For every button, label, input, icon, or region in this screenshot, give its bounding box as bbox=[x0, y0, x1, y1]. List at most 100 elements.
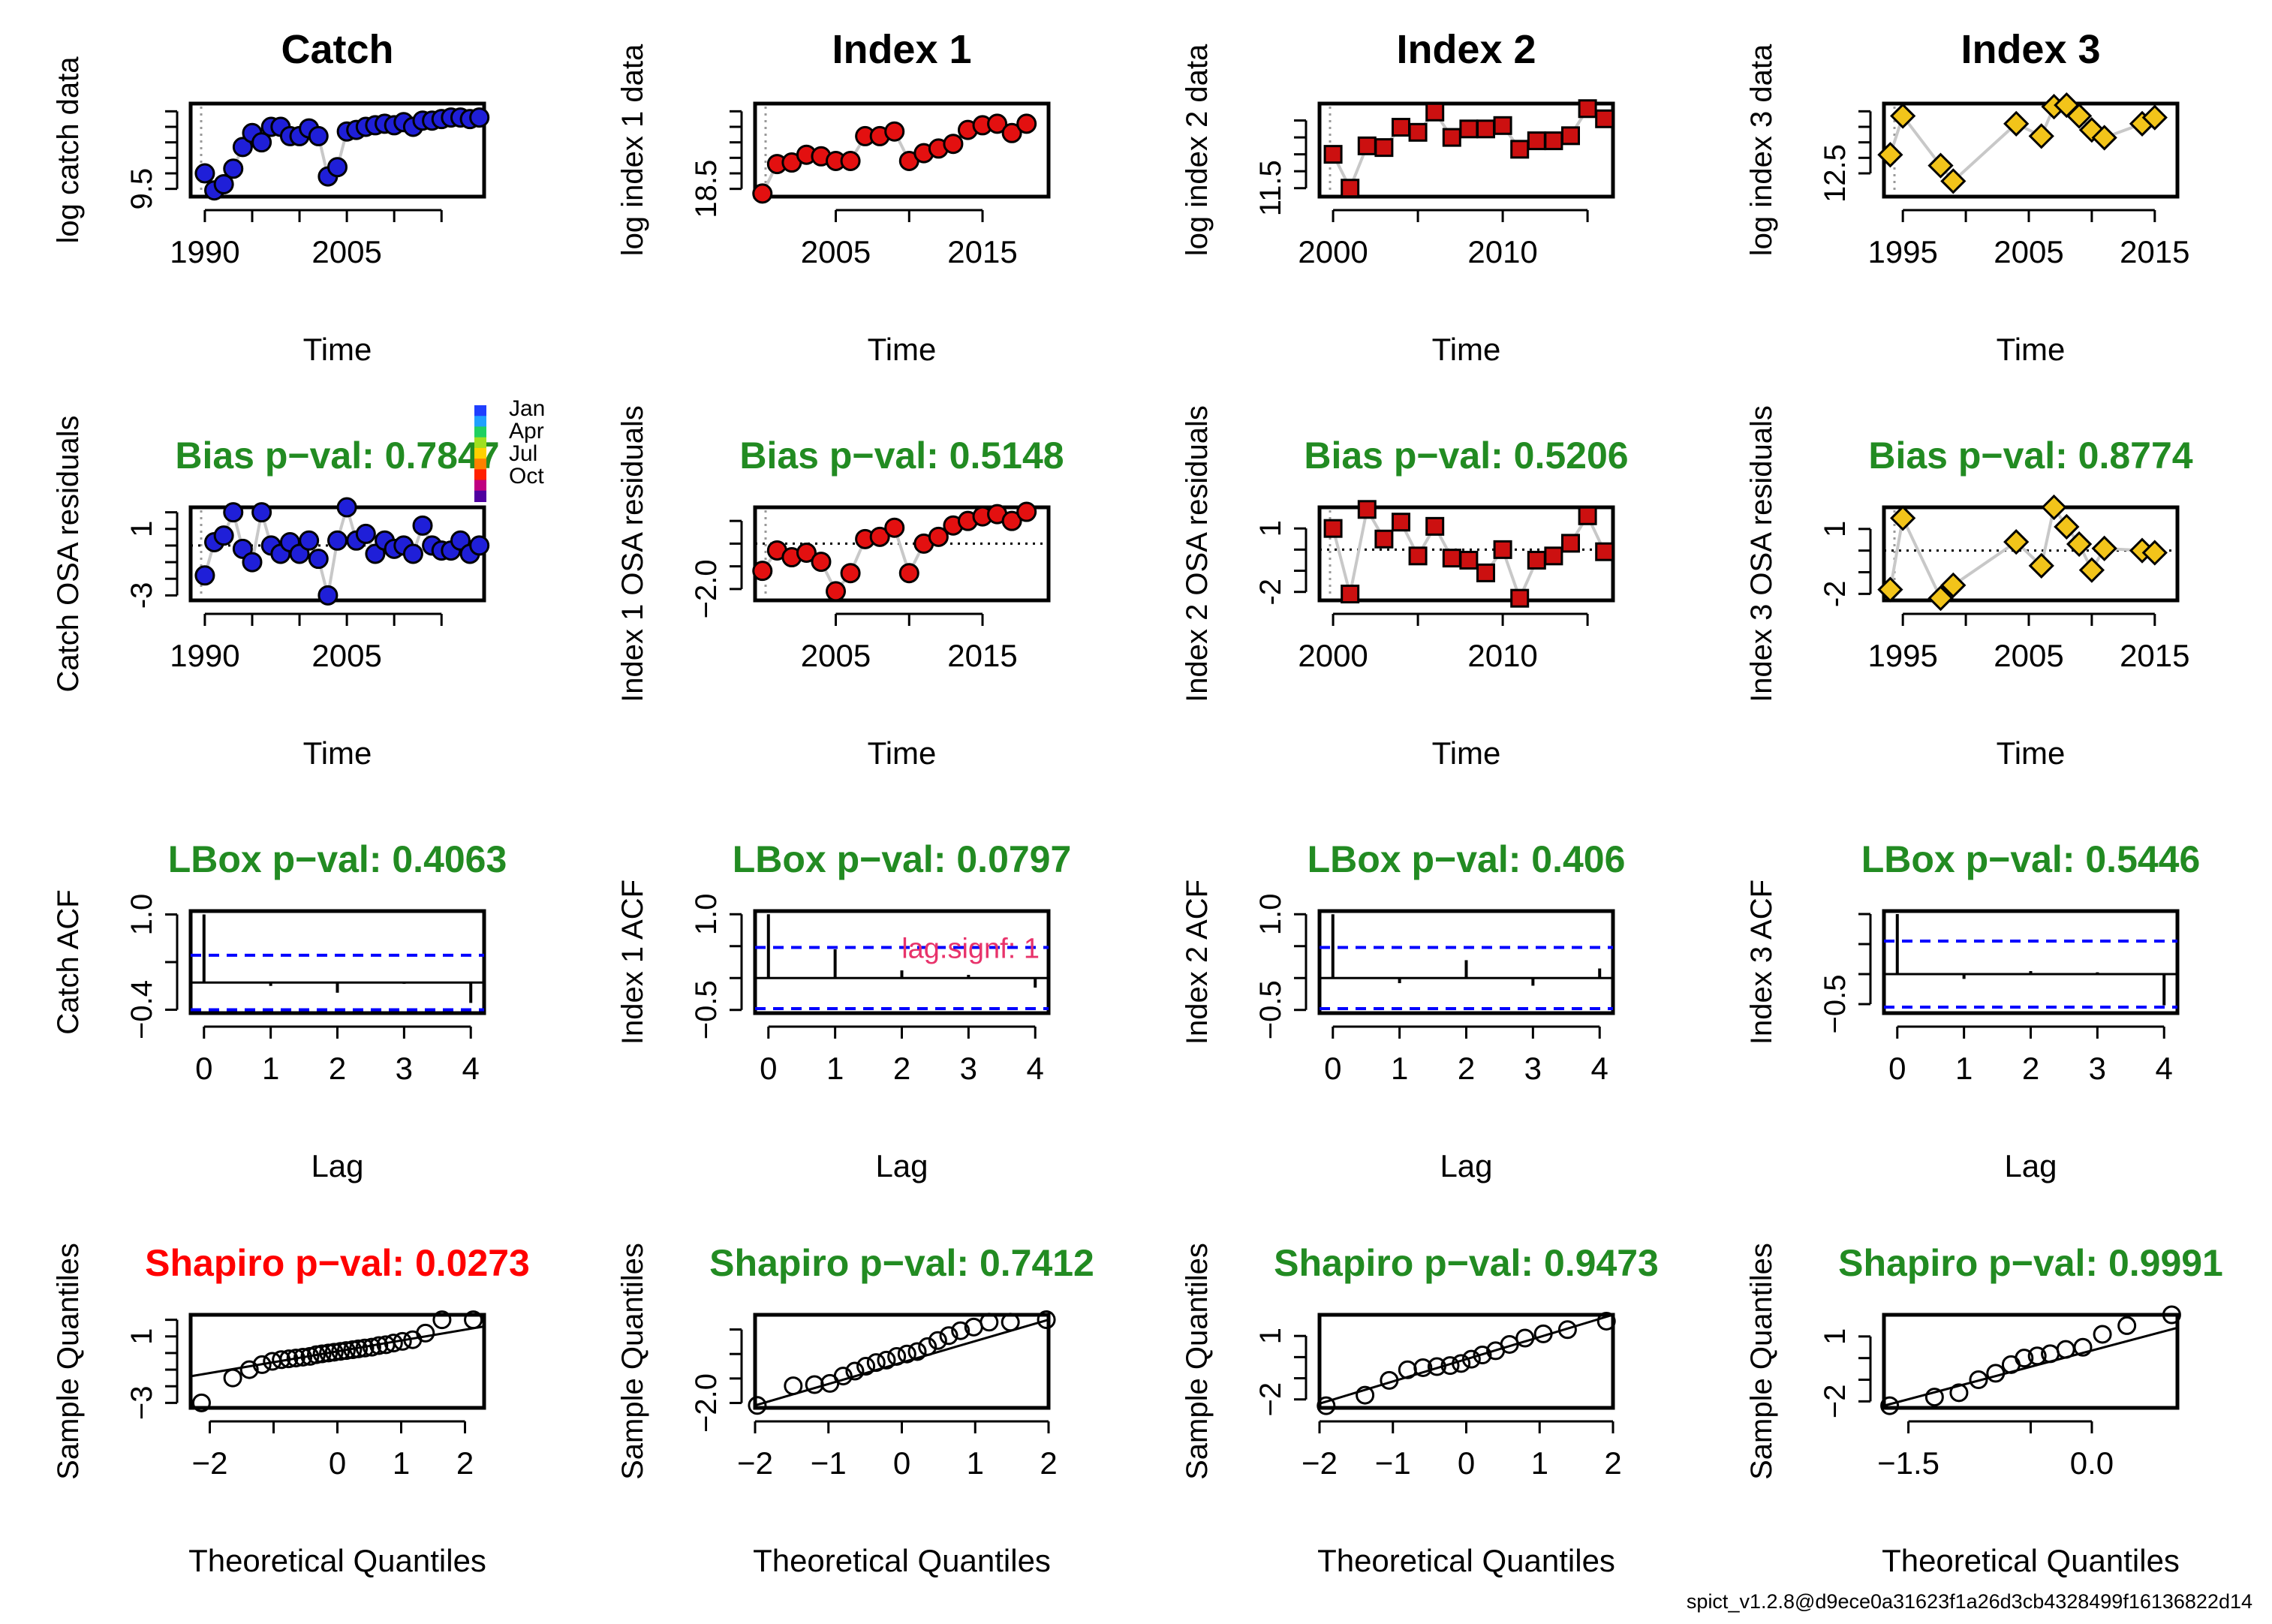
x-tick-label: 3 bbox=[396, 1051, 413, 1086]
x-tick-label: 4 bbox=[2156, 1051, 2173, 1086]
qq-point bbox=[432, 1310, 452, 1330]
x-tick-label: −2 bbox=[1302, 1445, 1338, 1481]
data-point bbox=[1374, 138, 1394, 158]
y-tick-label: -2 bbox=[1819, 581, 1852, 608]
data-point bbox=[223, 158, 244, 179]
plot-frame bbox=[1317, 909, 1615, 1015]
y-tick-label: 18.5 bbox=[690, 160, 723, 218]
panel-title: LBox p−val: 0.4063 bbox=[168, 838, 507, 880]
qq-point bbox=[918, 1337, 937, 1356]
data-point bbox=[2091, 125, 2117, 151]
qq-point bbox=[1533, 1324, 1553, 1343]
y-tick-label: −0.5 bbox=[690, 980, 723, 1039]
legend-month: Oct bbox=[509, 464, 544, 489]
x-axis-label: Time bbox=[303, 735, 372, 771]
data-point bbox=[1459, 550, 1479, 570]
qq-point bbox=[1986, 1364, 2006, 1383]
qq-point bbox=[272, 1350, 291, 1370]
x-tick-label: 2 bbox=[456, 1445, 474, 1481]
data-point bbox=[1357, 500, 1377, 519]
y-tick-label: 9.5 bbox=[125, 168, 158, 210]
data-point bbox=[251, 502, 272, 523]
plot-frame bbox=[1882, 1313, 2180, 1410]
data-point bbox=[213, 173, 234, 194]
plot-frame bbox=[753, 909, 1051, 1015]
data-point bbox=[1442, 128, 1461, 147]
y-axis-label: log catch data bbox=[52, 56, 85, 244]
data-point bbox=[1940, 572, 1967, 598]
x-tick-label: 3 bbox=[960, 1051, 977, 1086]
data-point bbox=[1578, 506, 1597, 525]
legend-swatch bbox=[474, 469, 486, 481]
data-point bbox=[1527, 550, 1546, 570]
qq-point bbox=[939, 1326, 958, 1346]
x-tick-label: 2 bbox=[1040, 1445, 1057, 1481]
plot-frame bbox=[753, 505, 1051, 603]
data-point bbox=[1877, 576, 1903, 603]
qq-point bbox=[343, 1340, 363, 1359]
x-tick-label: −2 bbox=[192, 1445, 228, 1481]
legend-swatch bbox=[474, 480, 486, 492]
qq-point bbox=[1924, 1388, 1944, 1407]
qq-point bbox=[279, 1349, 299, 1369]
qq-point bbox=[748, 1396, 767, 1415]
panel-title: Shapiro p−val: 0.9991 bbox=[1838, 1242, 2223, 1284]
data-point bbox=[2078, 557, 2105, 583]
y-axis-label: Index 2 OSA residuals bbox=[1181, 405, 1214, 702]
qq-point bbox=[306, 1345, 326, 1364]
x-axis-label: Time bbox=[1997, 735, 2066, 771]
panel-index3-acf: LBox p−val: 0.5446 Index 3 ACF Lag 0 1 2 3 4 −0.… bbox=[1745, 838, 2200, 1183]
data-point bbox=[1357, 136, 1377, 155]
panel-title: Catch bbox=[281, 27, 393, 72]
data-point bbox=[194, 163, 215, 184]
data-point bbox=[1544, 546, 1563, 566]
data-point bbox=[2028, 123, 2054, 149]
qq-point bbox=[464, 1310, 483, 1330]
y-tick-label: −2 bbox=[1819, 1385, 1852, 1419]
data-point bbox=[1341, 179, 1360, 198]
qq-point bbox=[331, 1342, 351, 1361]
x-tick-label: 4 bbox=[462, 1051, 480, 1086]
data-point bbox=[469, 107, 490, 128]
y-axis-label: Index 1 OSA residuals bbox=[616, 405, 649, 702]
qq-point bbox=[1440, 1356, 1460, 1376]
qq-point bbox=[1473, 1346, 1492, 1365]
data-point bbox=[752, 183, 773, 204]
y-axis-label: Sample Quantiles bbox=[52, 1243, 85, 1480]
x-axis-label: Time bbox=[1432, 735, 1501, 771]
data-point bbox=[1425, 516, 1445, 536]
y-tick-label: 1 bbox=[1819, 521, 1852, 537]
lag-signif-annotation: lag.signf: 1 bbox=[901, 933, 1040, 964]
x-tick-label: 4 bbox=[1027, 1051, 1044, 1086]
x-tick-label: −1 bbox=[1375, 1445, 1411, 1481]
panel-title: Shapiro p−val: 0.9473 bbox=[1274, 1242, 1659, 1284]
qq-point bbox=[2117, 1316, 2137, 1335]
data-point bbox=[943, 134, 964, 155]
y-axis-label: Sample Quantiles bbox=[616, 1243, 649, 1480]
qq-point bbox=[907, 1342, 927, 1361]
legend-swatch bbox=[474, 416, 486, 428]
qq-point bbox=[1596, 1311, 1616, 1331]
y-tick-label: 1 bbox=[125, 521, 158, 537]
legend-swatch bbox=[474, 459, 486, 471]
x-tick-label: 2015 bbox=[947, 638, 1017, 673]
y-tick-label: −3 bbox=[125, 1386, 158, 1421]
qq-point bbox=[312, 1344, 332, 1364]
x-tick-label: 0 bbox=[1324, 1051, 1341, 1086]
data-point bbox=[1560, 534, 1580, 553]
data-point bbox=[308, 125, 329, 146]
qq-point bbox=[2162, 1305, 2181, 1325]
panel-index1-qq: Shapiro p−val: 0.7412 Sample Quantiles The… bbox=[616, 1242, 1094, 1578]
panel-title: Bias p−val: 0.8774 bbox=[1868, 435, 2192, 477]
qq-point bbox=[191, 1393, 211, 1412]
data-point bbox=[308, 549, 329, 570]
plot-frame bbox=[753, 101, 1051, 199]
y-axis-label: log index 3 data bbox=[1745, 44, 1778, 256]
panel-title: Shapiro p−val: 0.0273 bbox=[145, 1242, 530, 1284]
data-point bbox=[327, 157, 348, 178]
qq-point bbox=[856, 1357, 876, 1376]
qq-point bbox=[1398, 1360, 1417, 1379]
data-point bbox=[1476, 119, 1495, 139]
legend-swatch bbox=[474, 490, 486, 502]
